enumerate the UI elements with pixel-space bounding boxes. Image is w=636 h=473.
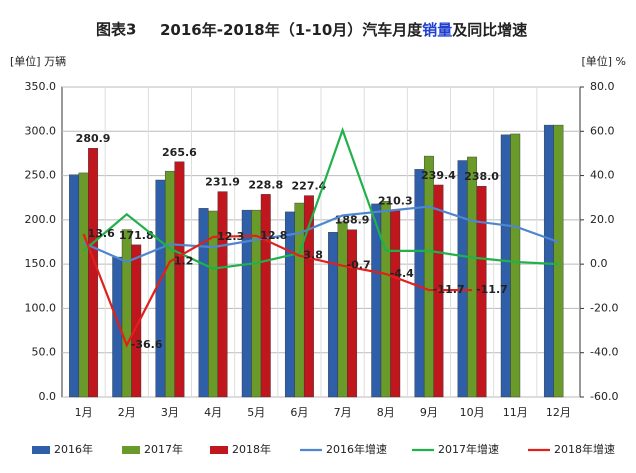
bar — [414, 169, 425, 398]
bar — [467, 156, 478, 398]
title-part: 销量 — [422, 21, 452, 39]
y-tick-label: 0.0 — [39, 390, 57, 403]
x-tick-label: 10月 — [460, 406, 485, 419]
data-label: 171.8 — [119, 229, 154, 242]
bar — [88, 148, 99, 398]
data-label: 231.9 — [205, 176, 240, 189]
data-label: -11.7 — [433, 283, 465, 296]
legend-swatch — [32, 446, 50, 454]
data-label: 3.8 — [303, 249, 323, 262]
y2-tick-label: -20.0 — [590, 301, 618, 314]
data-label: 12.3 — [217, 230, 244, 243]
y2-tick-label: 0.0 — [590, 257, 608, 270]
data-label: -4.4 — [390, 267, 414, 280]
y-axis-label: [单位] 万辆 — [10, 54, 66, 68]
x-tick-label: 1月 — [75, 406, 93, 419]
y2-axis-label: [单位] % — [581, 54, 626, 68]
bar — [174, 161, 185, 398]
legend-swatch — [210, 446, 228, 454]
bar — [260, 194, 271, 398]
data-label: 13.6 — [88, 227, 115, 240]
bar — [347, 229, 358, 398]
data-label: 265.6 — [162, 146, 197, 159]
y2-tick-label: -60.0 — [590, 390, 618, 403]
x-tick-label: 4月 — [204, 406, 222, 419]
bar — [553, 124, 564, 398]
y2-tick-label: 80.0 — [590, 80, 615, 93]
x-tick-label: 2月 — [118, 406, 136, 419]
bar — [198, 208, 209, 398]
data-label: 238.0 — [464, 170, 499, 183]
data-label: 12.8 — [260, 229, 287, 242]
bar — [337, 221, 348, 398]
data-label: 227.4 — [292, 180, 327, 193]
data-label: 210.3 — [378, 195, 413, 208]
y-tick-label: 100.0 — [25, 301, 57, 314]
x-tick-label: 11月 — [503, 406, 528, 419]
bar — [303, 195, 314, 398]
bar — [380, 201, 391, 398]
bar — [543, 124, 554, 398]
y-tick-label: 250.0 — [25, 169, 57, 182]
chart-title: 2016年-2018年（1-10月）汽车月度销量及同比增速 — [160, 21, 527, 39]
line — [82, 126, 559, 270]
data-label: 280.9 — [76, 132, 111, 145]
bar — [121, 229, 132, 398]
y2-tick-label: 40.0 — [590, 169, 615, 182]
bar — [131, 244, 142, 398]
bar — [476, 185, 487, 398]
bar — [164, 170, 175, 398]
data-label: 188.9 — [335, 214, 370, 227]
legend-swatch — [122, 446, 140, 454]
data-label: -11.7 — [476, 283, 508, 296]
bar — [217, 191, 228, 398]
y-tick-label: 350.0 — [25, 80, 57, 93]
y2-tick-label: 60.0 — [590, 124, 615, 137]
figure-label: 图表3 — [96, 21, 136, 39]
title-part: 及同比增速 — [452, 21, 527, 39]
x-tick-label: 12月 — [546, 406, 571, 419]
line — [83, 205, 559, 264]
bar — [510, 133, 521, 398]
bar — [390, 210, 401, 398]
bar — [69, 174, 80, 398]
y-tick-label: 300.0 — [25, 124, 57, 137]
x-tick-label: 9月 — [420, 406, 438, 419]
legend-label: 2017年 — [144, 442, 183, 456]
x-tick-label: 3月 — [161, 406, 179, 419]
bar — [457, 160, 468, 398]
title-part: 2016年-2018年（1-10月）汽车月度 — [160, 21, 423, 39]
data-label: 1.2 — [174, 254, 194, 267]
y-tick-label: 150.0 — [25, 257, 57, 270]
data-label: 228.8 — [248, 178, 283, 191]
bar — [78, 172, 89, 398]
data-label: -36.6 — [131, 338, 163, 351]
bar — [423, 155, 434, 398]
bar — [328, 232, 339, 398]
x-tick-label: 8月 — [377, 406, 395, 419]
legend-label: 2016年 — [54, 442, 93, 456]
line — [82, 233, 473, 348]
y2-tick-label: 20.0 — [590, 213, 615, 226]
data-label: -0.7 — [347, 259, 371, 272]
y2-tick-label: -40.0 — [590, 346, 618, 359]
legend-label: 2018年增速 — [554, 442, 615, 456]
bar — [500, 134, 511, 398]
y-tick-label: 50.0 — [32, 346, 57, 359]
legend-label: 2016年增速 — [326, 442, 387, 456]
x-tick-label: 7月 — [334, 406, 352, 419]
legend-label: 2018年 — [232, 442, 271, 456]
x-tick-label: 5月 — [247, 406, 265, 419]
y-tick-label: 200.0 — [25, 213, 57, 226]
data-label: 239.4 — [421, 169, 456, 182]
x-tick-label: 6月 — [290, 406, 308, 419]
legend-label: 2017年增速 — [438, 442, 499, 456]
